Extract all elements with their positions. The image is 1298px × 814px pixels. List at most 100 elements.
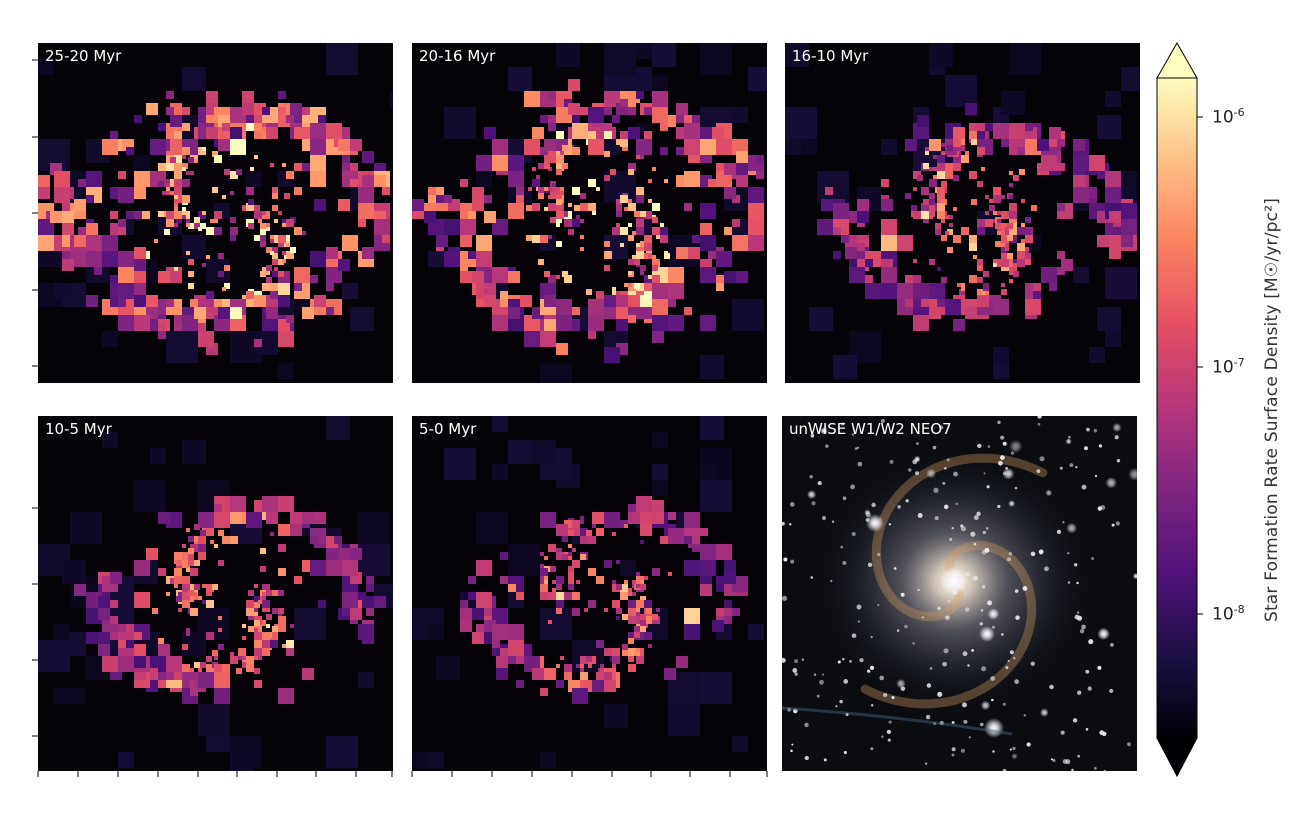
sfr-cell xyxy=(953,163,961,171)
star xyxy=(1005,466,1008,470)
sfr-cell xyxy=(126,211,134,219)
sfr-cell xyxy=(616,307,628,319)
sfr-cell xyxy=(616,584,622,590)
sfr-cell xyxy=(588,600,596,608)
sfr-cell xyxy=(342,576,350,584)
sfr-cell xyxy=(358,544,390,576)
sfr-cell xyxy=(516,656,524,664)
sfr-cell xyxy=(961,227,969,235)
sfr-cell xyxy=(628,163,636,171)
sfr-cell xyxy=(604,43,636,75)
sfr-cell xyxy=(536,175,540,179)
sfr-cell xyxy=(748,219,764,235)
sfr-cell xyxy=(492,416,508,432)
star xyxy=(879,675,885,681)
sfr-cell xyxy=(692,115,700,123)
sfr-cell xyxy=(556,43,580,67)
sfr-cell xyxy=(206,127,218,139)
sfr-cell xyxy=(174,552,182,560)
star xyxy=(976,511,981,517)
sfr-cell xyxy=(1009,279,1013,283)
panel-unwise-image: unWISE W1/W2 NEO7 xyxy=(782,416,1137,771)
sfr-cell xyxy=(150,139,166,155)
sfr-cell xyxy=(668,572,672,576)
sfr-cell xyxy=(604,175,610,181)
sfr-cell xyxy=(318,600,326,608)
sfr-cell xyxy=(278,624,286,632)
sfr-cell xyxy=(272,187,278,193)
star xyxy=(942,661,947,667)
sfr-cell xyxy=(198,512,214,528)
sfr-cell xyxy=(628,203,636,211)
sfr-cell xyxy=(314,512,326,524)
sfr-cell xyxy=(612,115,620,123)
sfr-cell xyxy=(282,223,286,227)
star xyxy=(843,679,849,684)
sfr-cell xyxy=(905,193,911,199)
sfr-cell xyxy=(134,187,146,199)
sfr-cell xyxy=(556,552,564,560)
sfr-cell xyxy=(917,115,929,127)
sfr-cell xyxy=(524,331,540,347)
sfr-cell xyxy=(604,512,620,528)
sfr-cell xyxy=(548,123,556,131)
sfr-cell xyxy=(628,223,632,227)
star xyxy=(1077,754,1081,758)
star xyxy=(854,447,858,450)
star xyxy=(939,425,944,430)
sfr-cell xyxy=(190,568,198,576)
sfr-cell xyxy=(366,608,374,616)
star xyxy=(790,559,795,564)
star xyxy=(1067,552,1070,555)
star xyxy=(891,695,895,700)
sfr-cell xyxy=(572,520,580,528)
sfr-cell xyxy=(200,662,206,668)
sfr-cell xyxy=(110,211,118,219)
sfr-cell xyxy=(572,548,576,552)
sfr-cell xyxy=(230,235,236,241)
sfr-cell xyxy=(756,171,764,179)
sfr-cell xyxy=(841,235,849,243)
sfr-cell xyxy=(282,644,286,648)
star xyxy=(1109,688,1114,693)
sfr-cell xyxy=(989,205,995,211)
sfr-cell xyxy=(62,203,70,211)
star xyxy=(967,664,970,667)
sfr-cell xyxy=(1013,259,1017,263)
sfr-cell xyxy=(656,235,660,239)
sfr-cell xyxy=(700,584,712,596)
sfr-cell xyxy=(362,175,374,187)
sfr-cell xyxy=(1001,265,1007,271)
sfr-cell xyxy=(178,608,182,612)
sfr-cell xyxy=(342,131,350,139)
sfr-cell xyxy=(933,167,937,171)
sfr-cell xyxy=(166,179,170,183)
sfr-cell xyxy=(997,211,1001,215)
sfr-cell xyxy=(548,275,556,283)
sfr-cell xyxy=(262,211,266,215)
sfr-cell xyxy=(310,171,326,187)
sfr-cell xyxy=(628,199,632,203)
sfr-cell xyxy=(272,193,278,199)
sfr-cell xyxy=(636,496,652,512)
sfr-cell xyxy=(1001,195,1005,199)
sfr-cell xyxy=(652,275,660,283)
sfr-cell xyxy=(993,259,997,263)
sfr-cell xyxy=(644,616,652,624)
sfr-cell xyxy=(218,616,222,620)
sfr-cell xyxy=(973,255,977,259)
sfr-cell xyxy=(1013,175,1019,181)
sfr-cell xyxy=(628,616,636,624)
sfr-cell xyxy=(993,195,1001,203)
star xyxy=(794,659,799,664)
sfr-cell xyxy=(857,243,865,251)
sfr-cell xyxy=(668,315,684,331)
sfr-cell xyxy=(126,640,134,648)
sfr-cell xyxy=(604,131,612,139)
star xyxy=(934,516,939,521)
sfr-cell xyxy=(174,179,182,187)
sfr-cell xyxy=(552,580,556,584)
sfr-cell xyxy=(644,600,652,608)
sfr-cell xyxy=(572,219,580,227)
sfr-cell xyxy=(444,107,476,139)
